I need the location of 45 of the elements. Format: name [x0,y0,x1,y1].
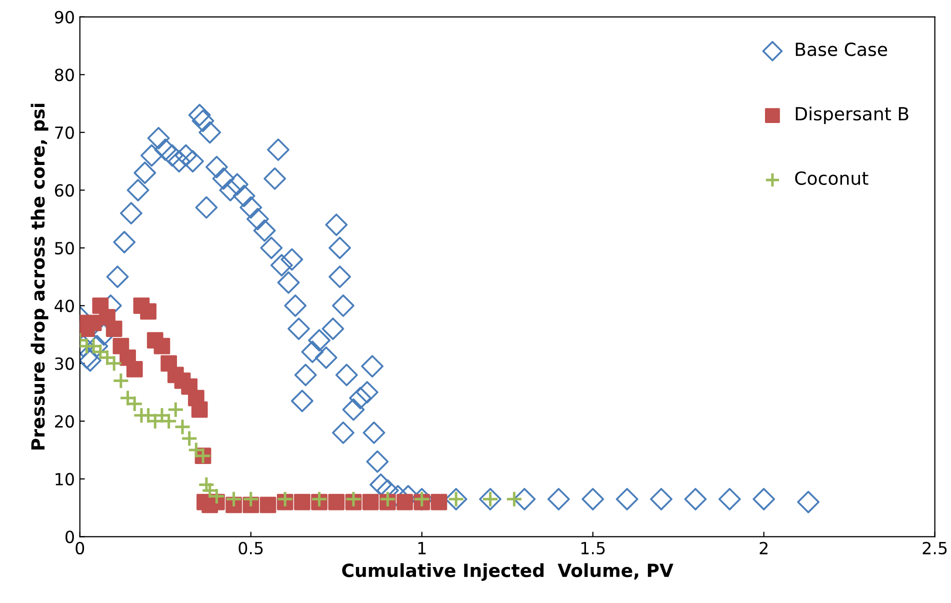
y-tick-label: 60 [54,184,74,197]
y-tick-label: 30 [55,357,74,370]
legend-label: Coconut [795,171,868,185]
point [430,494,448,510]
point [174,418,192,436]
y-tick-label: 40 [54,300,74,312]
x-tick-label: 0 [76,542,84,554]
y-tick-label: 50 [55,242,74,254]
point [191,401,208,418]
point [344,490,362,508]
x-tick-label: 1.5 [581,542,605,554]
point [260,496,276,514]
x-tick-label: 0.5 [238,542,263,554]
point [154,338,170,354]
y-tick-label: 10 [56,472,74,486]
point [126,360,143,378]
point [126,395,144,412]
point [310,490,328,508]
legend-label: Base Case [796,42,888,56]
point [180,430,198,448]
x-tick-label: 2 [760,542,768,554]
point [362,494,379,510]
x-axis-title: Cumulative Injected Volume, PV [342,563,674,581]
point [276,490,294,508]
point [379,490,396,508]
point [198,476,215,494]
point [106,354,123,372]
y-tick-label: 80 [54,68,74,82]
point [140,303,156,320]
y-tick-label: 90 [54,10,74,24]
x-tick-label: 2.5 [922,542,947,554]
point [106,320,122,337]
point [506,490,523,508]
point [242,490,260,508]
point [294,494,310,510]
point [482,490,499,508]
point [225,490,242,508]
y-axis-title: Pressure drop across the core, psi [30,104,48,450]
y-tick-label: 70 [55,126,74,139]
x-tick-label: 1 [418,542,426,554]
point [112,372,130,390]
y-tick-label: 0 [66,530,74,544]
point [328,494,345,510]
y-tick-label: 20 [55,415,74,428]
legend-label: Dispersant B [796,106,908,124]
